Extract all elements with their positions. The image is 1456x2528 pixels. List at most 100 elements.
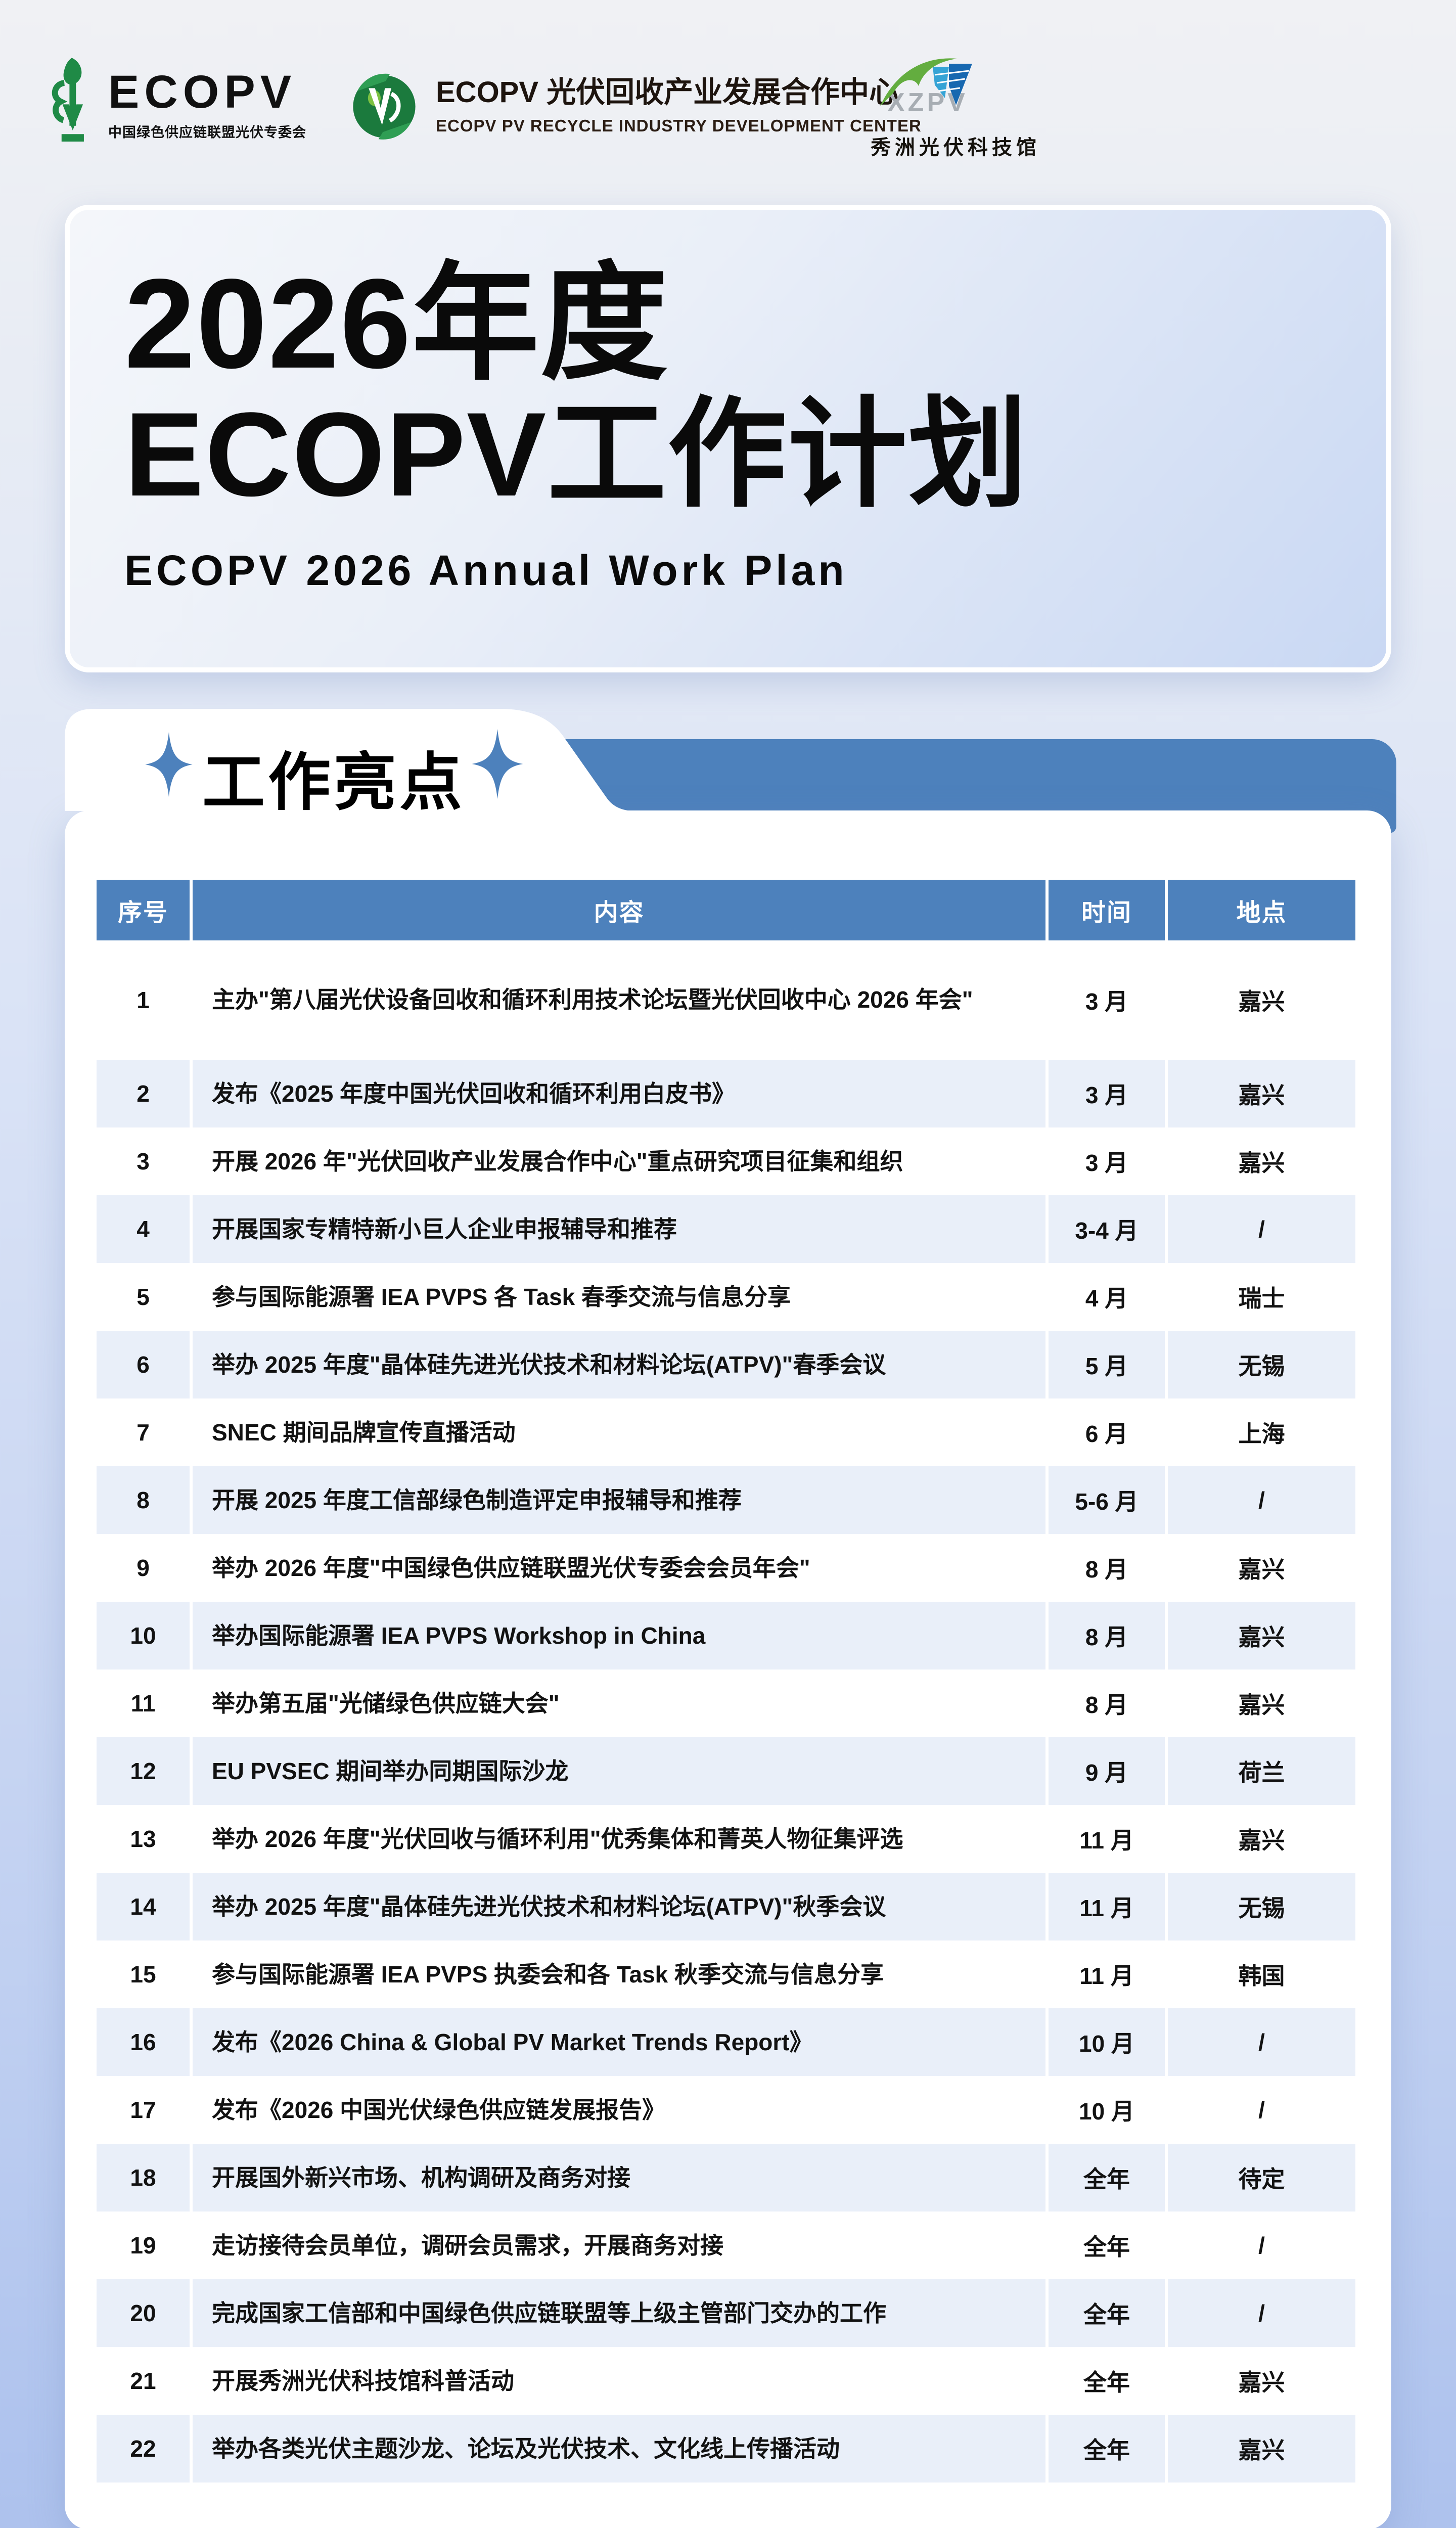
cell-no: 18 [97,2144,190,2211]
table-row: 6 举办 2025 年度"晶体硅先进光伏技术和材料论坛(ATPV)"春季会议 5 月… [97,1331,1355,1398]
cell-time: 全年 [1049,2211,1165,2279]
table-row: 21 开展秀洲光伏科技馆科普活动 全年 嘉兴 [97,2347,1355,2415]
section-title: 工作亮点 [202,748,466,818]
cell-no: 12 [97,1737,190,1805]
cell-place: 嘉兴 [1168,940,1355,1060]
cell-place: 荷兰 [1168,1737,1355,1805]
cell-content: 发布《2026 China & Global PV Market Trends … [193,2008,1045,2076]
recycle-center-title: ECOPV 光伏回收产业发展合作中心 [436,76,899,109]
sparkle-right-icon [469,721,526,809]
table-row: 15 参与国际能源署 IEA PVPS 执委会和各 Task 秋季交流与信息分享 1… [97,1940,1355,2008]
cell-content: 主办"第八届光伏设备回收和循环利用技术论坛暨光伏回收中心 2026 年会" [193,940,1045,1060]
cell-content: 举办 2026 年度"中国绿色供应链联盟光伏专委会会员年会" [193,1534,1045,1602]
recycle-center-subtitle: ECOPV PV RECYCLE INDUSTRY DEVELOPMENT CE… [436,116,922,135]
cell-place: / [1168,2008,1355,2076]
cell-time: 5-6 月 [1049,1466,1165,1534]
cell-time: 全年 [1049,2347,1165,2415]
cell-place: / [1168,1466,1355,1534]
cell-no: 2 [97,1060,190,1127]
cell-time: 8 月 [1049,1602,1165,1669]
cell-content: 发布《2026 中国光伏绿色供应链发展报告》 [193,2076,1045,2144]
cell-content: 参与国际能源署 IEA PVPS 各 Task 春季交流与信息分享 [193,1263,1045,1331]
table-row: 2 发布《2025 年度中国光伏回收和循环利用白皮书》 3 月嘉兴 [97,1060,1355,1127]
cell-no: 8 [97,1466,190,1534]
cell-time: 11 月 [1049,1805,1165,1873]
cell-content: 举办各类光伏主题沙龙、论坛及光伏技术、文化线上传播活动 [193,2415,1045,2482]
cell-content: 开展国外新兴市场、机构调研及商务对接 [193,2144,1045,2211]
section-tab-shape [65,709,651,814]
table-row: 9 举办 2026 年度"中国绿色供应链联盟光伏专委会会员年会" 8 月嘉兴 [97,1534,1355,1602]
cell-no: 22 [97,2415,190,2482]
cell-content: 开展秀洲光伏科技馆科普活动 [193,2347,1045,2415]
header-cell-content: 内容 [193,880,1045,940]
recycle-center-text: ECOPV 光伏回收产业发展合作中心 ECOPV PV RECYCLE INDU… [436,77,922,136]
cell-no: 17 [97,2076,190,2144]
cell-time: 3-4 月 [1049,1195,1165,1263]
table-row: 18 开展国外新兴市场、机构调研及商务对接 全年 待定 [97,2144,1355,2211]
table-row: 5 参与国际能源署 IEA PVPS 各 Task 春季交流与信息分享 4 月瑞士 [97,1263,1355,1331]
cell-place: 嘉兴 [1168,1060,1355,1127]
cell-content: 举办国际能源署 IEA PVPS Workshop in China [193,1602,1045,1669]
ecopv-committee-logo: ECOPV 中国绿色供应链联盟光伏专委会 [49,56,306,154]
cell-content: 走访接待会员单位，调研会员需求，开展商务对接 [193,2211,1045,2279]
table-header-row: 序号 内容 时间 地点 [97,880,1355,940]
cell-time: 6 月 [1049,1398,1165,1466]
cell-content: 举办 2025 年度"晶体硅先进光伏技术和材料论坛(ATPV)"秋季会议 [193,1873,1045,1940]
cell-time: 4 月 [1049,1263,1165,1331]
cell-no: 5 [97,1263,190,1331]
cell-place: 嘉兴 [1168,1669,1355,1737]
cell-place: 待定 [1168,2144,1355,2211]
cell-content: 完成国家工信部和中国绿色供应链联盟等上级主管部门交办的工作 [193,2279,1045,2347]
cell-place: 嘉兴 [1168,2347,1355,2415]
cell-place: 无锡 [1168,1873,1355,1940]
cell-time: 10 月 [1049,2076,1165,2144]
hero-card: 2026年度 ECOPV工作计划 ECOPV 2026 Annual Work … [65,205,1391,672]
sparkle-left-icon [143,723,195,808]
cell-no: 16 [97,2008,190,2076]
ecopv-logo-tagline: 中国绿色供应链联盟光伏专委会 [108,125,306,140]
cell-no: 4 [97,1195,190,1263]
work-table-body: 1 主办"第八届光伏设备回收和循环利用技术论坛暨光伏回收中心 2026 年会" 3 … [97,940,1355,2482]
table-row: 17 发布《2026 中国光伏绿色供应链发展报告》 10 月 / [97,2076,1355,2144]
cell-content: 举办第五届"光储绿色供应链大会" [193,1669,1045,1737]
cell-content: 开展 2025 年度工信部绿色制造评定申报辅导和推荐 [193,1466,1045,1534]
cell-no: 15 [97,1940,190,2008]
cell-place: / [1168,2211,1355,2279]
cell-place: 嘉兴 [1168,2415,1355,2482]
cell-no: 9 [97,1534,190,1602]
xzpv-museum-title: 秀洲光伏科技馆 [871,136,1040,159]
cell-time: 8 月 [1049,1534,1165,1602]
cell-place: / [1168,2076,1355,2144]
cell-no: 7 [97,1398,190,1466]
cell-time: 全年 [1049,2415,1165,2482]
header-cell-time: 时间 [1049,880,1165,940]
cell-time: 10 月 [1049,2008,1165,2076]
table-row: 12 EU PVSEC 期间举办同期国际沙龙 9 月荷兰 [97,1737,1355,1805]
cell-time: 全年 [1049,2279,1165,2347]
hero-title-line1: 2026年度 [124,253,669,395]
table-row: 20 完成国家工信部和中国绿色供应链联盟等上级主管部门交办的工作 全年 / [97,2279,1355,2347]
cell-time: 3 月 [1049,1060,1165,1127]
cell-no: 14 [97,1873,190,1940]
xzpv-logo-icon: XZPV [873,58,999,129]
cell-content: 参与国际能源署 IEA PVPS 执委会和各 Task 秋季交流与信息分享 [193,1940,1045,2008]
cell-no: 19 [97,2211,190,2279]
ecopv-logo-name: ECOPV [108,66,297,118]
cell-content: 举办 2026 年度"光伏回收与循环利用"优秀集体和菁英人物征集评选 [193,1805,1045,1873]
hero-subtitle: ECOPV 2026 Annual Work Plan [124,547,848,595]
ecopv-logo-text: ECOPV 中国绿色供应链联盟光伏专委会 [108,69,306,141]
table-row: 8 开展 2025 年度工信部绿色制造评定申报辅导和推荐 5-6 月 / [97,1466,1355,1534]
content-card: 序号 内容 时间 地点 1 主办"第八届光伏设备回收和循环利用技术论坛暨光伏回收中… [65,810,1391,2528]
cell-place: 无锡 [1168,1331,1355,1398]
table-row: 11 举办第五届"光储绿色供应链大会" 8 月嘉兴 [97,1669,1355,1737]
cell-time: 5 月 [1049,1331,1165,1398]
cell-time: 11 月 [1049,1940,1165,2008]
cell-no: 3 [97,1127,190,1195]
cell-content: 开展 2026 年"光伏回收产业发展合作中心"重点研究项目征集和组织 [193,1127,1045,1195]
cell-time: 11 月 [1049,1873,1165,1940]
work-table: 序号 内容 时间 地点 1 主办"第八届光伏设备回收和循环利用技术论坛暨光伏回收中… [97,880,1355,2482]
cell-place: / [1168,2279,1355,2347]
cell-no: 13 [97,1805,190,1873]
cell-place: 瑞士 [1168,1263,1355,1331]
